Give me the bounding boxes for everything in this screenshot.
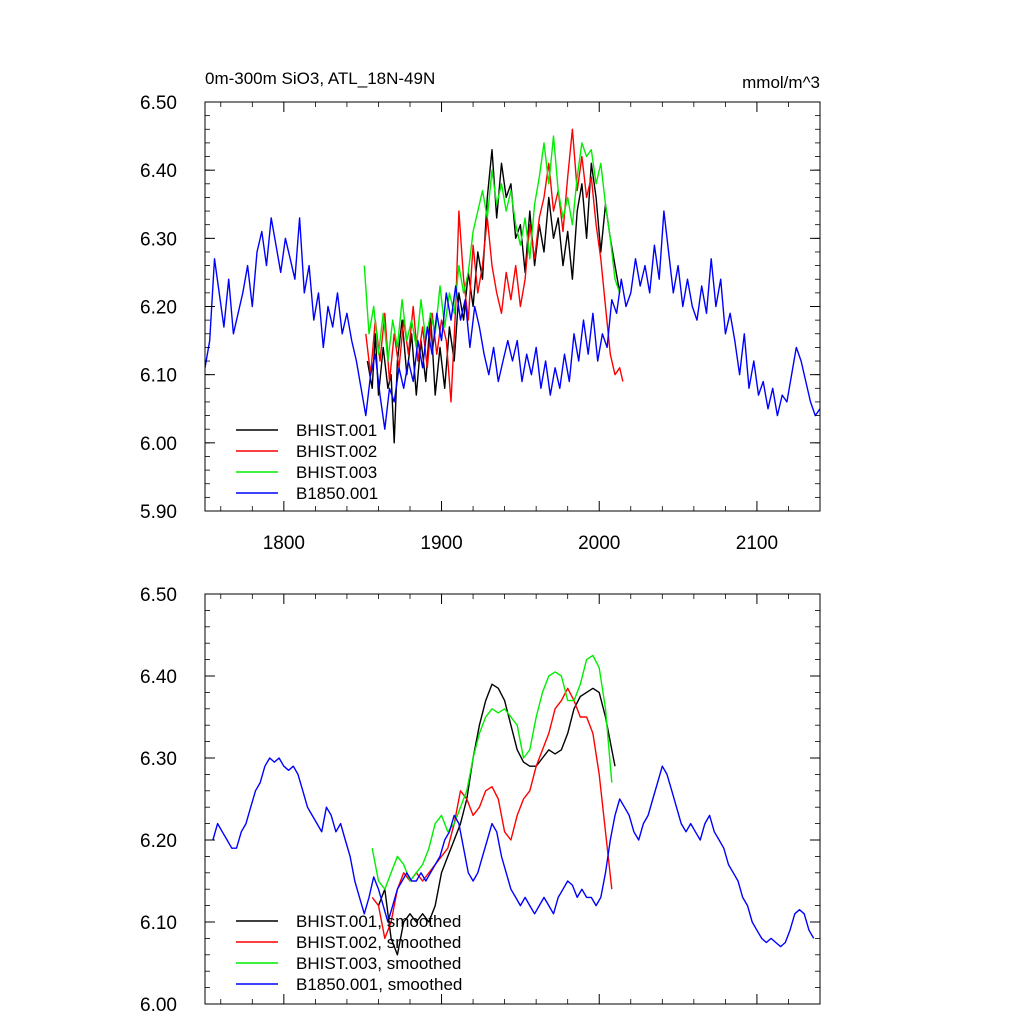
y-tick-label: 6.30 (140, 749, 177, 770)
y-tick-label: 6.20 (140, 831, 177, 852)
top-panel: 0m-300m SiO3, ATL_18N-49N mmol/m^3 5.90 6… (140, 69, 821, 554)
legend-label: BHIST.003, smoothed (296, 954, 461, 973)
legend-label: B1850.001, smoothed (296, 975, 462, 994)
x-tick-label: 2100 (736, 533, 778, 554)
series-line-bhist-003 (363, 135, 621, 362)
series-line-bhist-002-smoothed (371, 687, 613, 940)
x-tick-label: 2000 (578, 533, 620, 554)
y-tick-label: 5.90 (140, 502, 177, 523)
legend-label: BHIST.002 (296, 442, 377, 461)
y-tick-label: 6.10 (140, 913, 177, 934)
legend-label: BHIST.001 (296, 421, 377, 440)
series-line-bhist-002 (365, 128, 624, 403)
y-tick-label: 6.40 (140, 161, 177, 182)
series-line-b1850-001-smoothed (212, 757, 815, 948)
series-line-b1850-001 (205, 210, 820, 430)
chart-title: 0m-300m SiO3, ATL_18N-49N (205, 69, 435, 88)
legend-label: BHIST.002, smoothed (296, 933, 461, 952)
series-group (205, 128, 820, 444)
series-line-bhist-001 (366, 149, 621, 444)
y-tick-label: 6.10 (140, 366, 177, 387)
units-label: mmol/m^3 (742, 73, 820, 92)
series-line-bhist-003-smoothed (371, 654, 613, 890)
x-tick-label: 1900 (420, 533, 462, 554)
series-line-bhist-001-smoothed (377, 683, 616, 956)
series-group (212, 654, 815, 956)
bottom-panel: 6.00 6.10 6.20 6.30 6.40 6.50 BHIST.001, smoot… (140, 585, 821, 1016)
x-tick-label: 1800 (263, 533, 305, 554)
y-tick-label: 6.50 (140, 93, 177, 114)
y-tick-label: 6.20 (140, 298, 177, 319)
y-tick-label: 6.30 (140, 229, 177, 250)
legend-label: B1850.001 (296, 484, 378, 503)
y-tick-label: 6.40 (140, 667, 177, 688)
y-tick-label: 6.50 (140, 585, 177, 606)
legend-label: BHIST.001, smoothed (296, 912, 461, 931)
y-tick-label: 6.00 (140, 995, 177, 1016)
y-tick-label: 6.00 (140, 434, 177, 455)
plot-frame (204, 593, 821, 1005)
legend-label: BHIST.003 (296, 463, 377, 482)
